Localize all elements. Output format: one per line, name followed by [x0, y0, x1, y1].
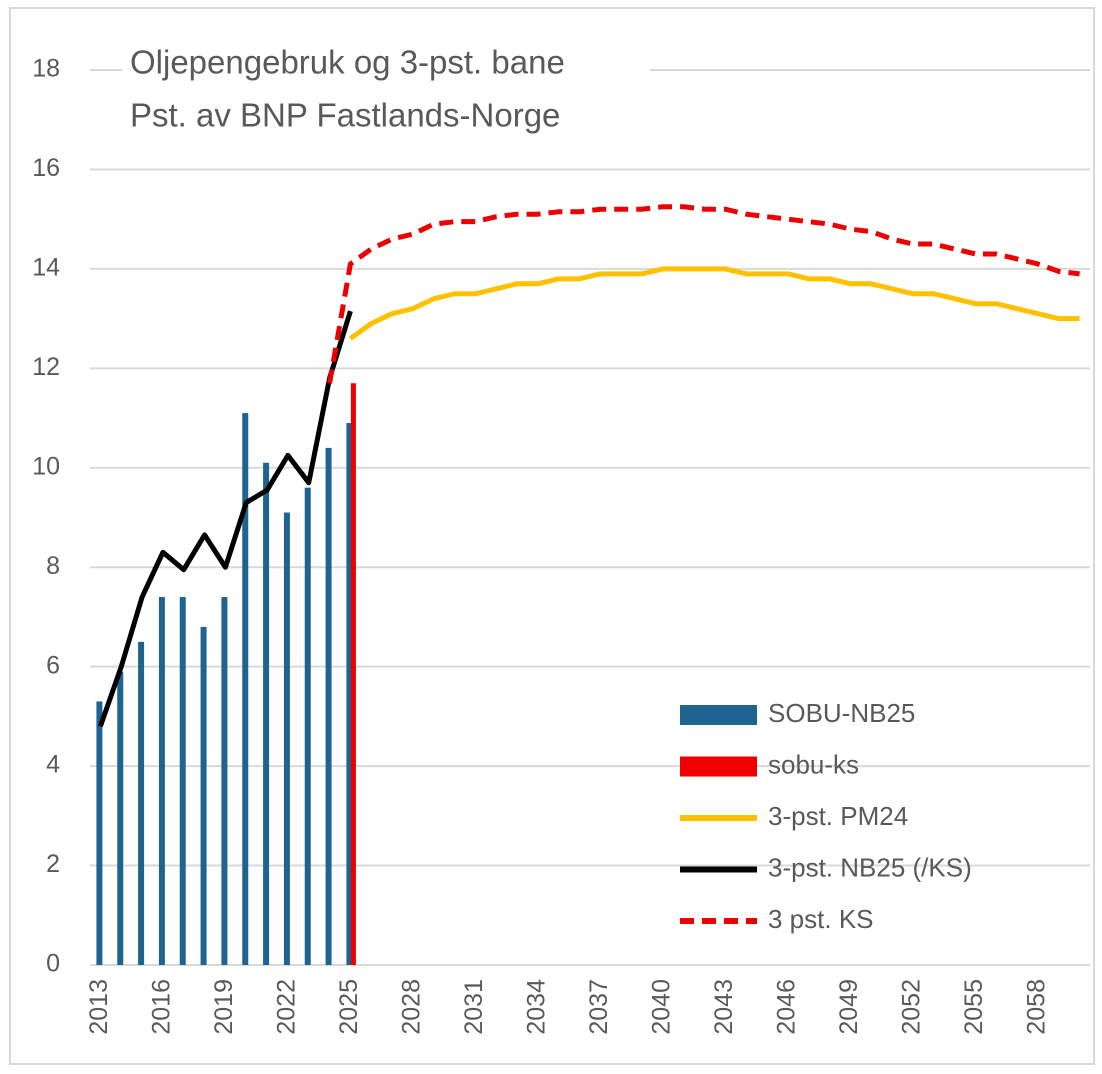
bar — [304, 487, 311, 965]
y-tick-label: 12 — [32, 353, 60, 381]
line-series — [98, 310, 353, 728]
bar — [350, 383, 356, 965]
x-tick-label: 2013 — [85, 979, 113, 1035]
legend-label: 3-pst. NB25 (/KS) — [768, 852, 972, 882]
bar — [325, 447, 332, 965]
chart-frame — [9, 7, 1095, 1065]
legend: SOBU-NB25 sobu-ks 3-pst. PM24 3-pst. NB25 (… — [680, 698, 972, 934]
bar — [96, 701, 103, 965]
grid: 0 2 4 6 8 10 12 14 16 18 2013 2016 2019 2022 2025 2028 2… — [32, 55, 1090, 1035]
legend-label: sobu-ks — [768, 749, 859, 779]
bar — [138, 641, 145, 965]
x-tick-label: 2055 — [960, 979, 988, 1035]
chart-title: Oljepengebruk og 3-pst. bane — [130, 44, 565, 81]
bar — [346, 423, 353, 965]
bar — [117, 671, 124, 965]
y-tick-label: 4 — [46, 751, 60, 779]
legend-label: 3-pst. PM24 — [768, 801, 908, 831]
x-tick-label: 2031 — [460, 979, 488, 1035]
legend-label: 3 pst. KS — [768, 904, 874, 934]
x-tick-label: 2037 — [585, 979, 613, 1035]
x-tick-label: 2025 — [335, 979, 363, 1035]
bar — [242, 413, 249, 965]
x-tick-label: 2049 — [835, 979, 863, 1035]
x-tick-label: 2043 — [710, 979, 738, 1035]
title-background — [122, 42, 650, 146]
y-tick-label: 8 — [46, 552, 60, 580]
y-tick-label: 2 — [46, 850, 60, 878]
bar — [200, 626, 207, 965]
marks — [96, 204, 1080, 965]
x-tick-label: 2052 — [898, 979, 926, 1035]
bar — [263, 462, 270, 965]
bar — [221, 597, 228, 965]
x-tick-label: 2016 — [148, 979, 176, 1035]
x-tick-label: 2034 — [523, 979, 551, 1035]
bar — [179, 597, 186, 965]
chart-subtitle: Pst. av BNP Fastlands-Norge — [130, 97, 560, 134]
y-tick-label: 18 — [32, 55, 60, 83]
x-tick-label: 2028 — [398, 979, 426, 1035]
x-tick-label: 2046 — [773, 979, 801, 1035]
x-tick-label: 2022 — [273, 979, 301, 1035]
y-tick-label: 16 — [32, 154, 60, 182]
line-series — [348, 266, 1080, 341]
legend-label: SOBU-NB25 — [768, 698, 915, 728]
line-series — [327, 204, 1080, 384]
legend-swatch — [680, 756, 757, 777]
y-tick-label: 10 — [32, 452, 60, 480]
y-tick-label: 6 — [46, 651, 60, 679]
x-tick-label: 2019 — [210, 979, 238, 1035]
x-tick-label: 2040 — [648, 979, 676, 1035]
y-tick-label: 0 — [46, 950, 60, 978]
y-tick-label: 14 — [32, 253, 60, 281]
bar — [283, 512, 290, 965]
x-tick-label: 2058 — [1023, 979, 1051, 1035]
legend-swatch — [680, 705, 757, 725]
bar — [158, 597, 165, 965]
